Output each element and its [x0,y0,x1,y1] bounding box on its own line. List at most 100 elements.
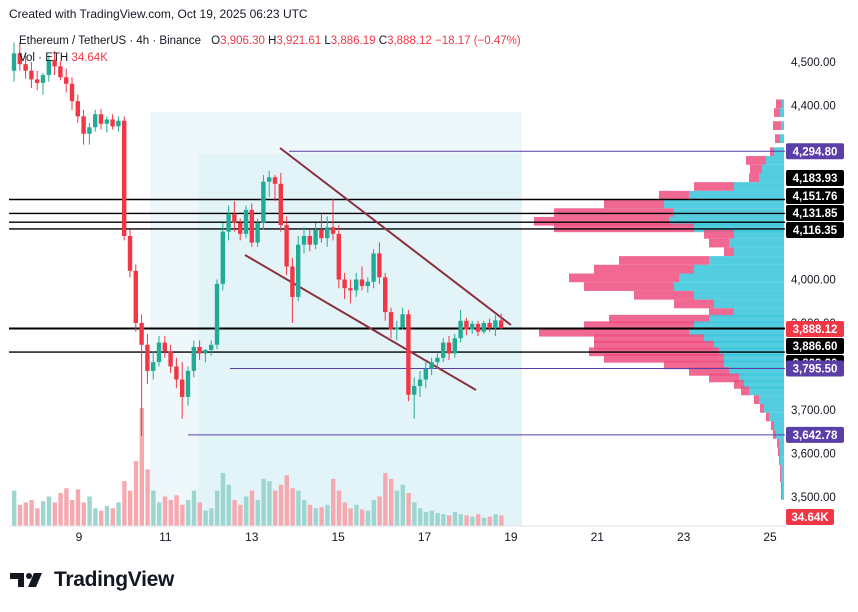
volume-profile-down-bar [659,190,689,200]
legend-vol-label: Vol · ETH [19,52,69,64]
volume-bar [487,516,492,526]
volume-bar [331,478,336,526]
candle-body [46,59,51,76]
volume-bar [99,510,104,526]
volume-bar [238,504,243,526]
price-badge: 3,642.78 [786,426,844,443]
volume-profile-up-bar [782,482,784,491]
tradingview-logo[interactable]: TradingView [10,568,174,592]
candle-body [64,77,69,84]
volume-profile-down-bar [704,230,734,239]
candle-body [290,266,295,297]
volume-bar [145,469,150,526]
volume-bar [313,508,318,526]
price-badge-bg [786,338,844,354]
candle-body [162,342,167,352]
volume-bar [481,517,487,526]
volume-bar [389,478,394,526]
volume-bar [458,514,463,526]
volume-bar [447,515,452,526]
candle-body [75,101,80,117]
volume-bar [157,502,162,526]
volume-profile-up-bar [782,99,784,109]
price-badge-label: 4,294.80 [793,146,838,158]
volume-profile-up-bar [724,353,784,363]
volume-bar [46,496,52,526]
volume-profile-up-bar [724,360,784,370]
candle-body [191,346,196,371]
volume-profile-up-bar [774,421,784,431]
candle-body [446,342,452,354]
candle-body [278,183,283,226]
volume-badge: 34.64K [786,509,834,525]
x-tick-label: 9 [76,530,83,544]
price-badge-label: 4,151.76 [793,191,838,203]
volume-profile-up-bar [674,282,784,291]
volume-bar [168,500,173,526]
volume-profile-down-bar [760,404,764,413]
volume-profile-up-bar [709,256,784,265]
volume-profile-up-bar [734,247,784,257]
volume-bar [220,472,226,526]
legend-ohlc: Ethereum / TetherUS · 4h · Binance O3,90… [19,35,521,47]
candle-body [487,323,492,329]
legend-symbol: Ethereum / TetherUS · 4h · Binance [19,35,201,47]
volume-profile-up-bar [780,134,784,143]
candle-body [122,120,127,236]
candle-body [336,233,341,280]
volume-bar [180,504,185,526]
wedge-upper-line [279,147,512,326]
volume-profile-up-bar [679,273,784,283]
price-badge: 4,183.93 [786,170,844,186]
volume-profile-down-bar [724,247,734,257]
volume-bar [29,500,34,526]
candle-body [452,338,457,354]
volume-bar [41,501,46,526]
volume-profile-down-bar [778,447,780,457]
candle-body [313,229,318,245]
candle-body [29,70,34,80]
volume-profile-up-bar [729,367,784,376]
legend-c-label: C [378,35,388,47]
volume-bar [464,515,469,526]
volume-bar [441,514,446,526]
candle-body [429,362,434,369]
y-tick-label: 4,000.00 [791,275,836,287]
volume-bar [12,490,17,526]
volume-bar [267,481,272,526]
candle-body [139,323,144,345]
volume-bar [122,481,127,526]
x-tick-label: 25 [763,530,777,544]
price-badge-bg [786,143,844,160]
price-badge-label: 3,642.78 [793,430,838,442]
volume-profile-up-bar [689,327,784,337]
candle-body [342,279,347,289]
candle-body [406,314,411,395]
volume-profile-down-bar [554,223,694,233]
volume-profile-down-bar [766,412,769,422]
candle-body [11,53,17,71]
candle-body [180,379,185,397]
legend-l-value: 3,886.19 [330,35,376,47]
candle-body [40,75,46,83]
volume-bar [232,500,237,526]
volume-bar [197,502,202,526]
volume-bar [35,508,40,526]
volume-profile-up-bar [780,456,784,465]
price-badge: 4,294.80 [786,143,844,160]
candle-body [232,214,237,223]
volume-profile-up-bar [734,182,784,191]
volume-bar [307,504,313,526]
volume-bar [203,510,208,526]
volume-profile-up-bar [782,491,784,500]
volume-bar [186,500,191,526]
volume-profile-up-bar [759,395,784,404]
candle-body [330,227,336,234]
volume-profile-up-bar [769,412,784,422]
volume-bar [255,500,260,526]
volume-bar [319,507,324,526]
candle-body [458,320,463,339]
candle-body [110,119,115,127]
volume-bar [360,509,365,526]
